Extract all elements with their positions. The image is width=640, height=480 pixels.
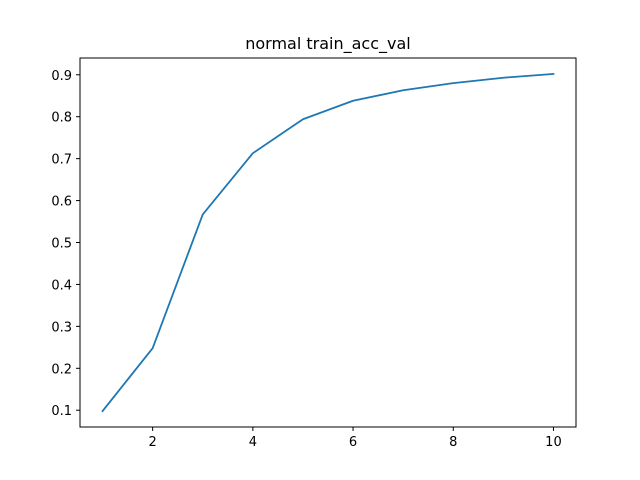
y-tick-label: 0.6 (51, 195, 72, 210)
x-tick-label: 8 (449, 435, 457, 450)
y-axis-ticks: 0.1 0.2 0.3 0.4 0.5 0.6 0.7 0.8 0.9 (51, 69, 80, 419)
x-tick-label: 2 (149, 435, 157, 450)
plot-frame (79, 57, 577, 428)
plot-area (80, 58, 576, 427)
x-tick-label: 4 (249, 435, 257, 450)
chart-title: normal train_acc_val (245, 34, 411, 54)
y-tick-label: 0.1 (51, 404, 72, 419)
x-axis-ticks: 2 4 6 8 10 (149, 427, 562, 450)
x-tick-label: 10 (545, 435, 562, 450)
y-tick-label: 0.5 (51, 237, 72, 252)
series-line-0 (101, 72, 555, 413)
x-tick-label: 6 (349, 435, 357, 450)
y-tick-label: 0.4 (51, 278, 72, 293)
y-tick-label: 0.8 (51, 111, 72, 126)
y-tick-label: 0.7 (51, 153, 72, 168)
y-tick-label: 0.3 (51, 320, 72, 335)
y-tick-label: 0.9 (51, 69, 72, 84)
series-layer (101, 72, 555, 413)
y-tick-label: 0.2 (51, 362, 72, 377)
